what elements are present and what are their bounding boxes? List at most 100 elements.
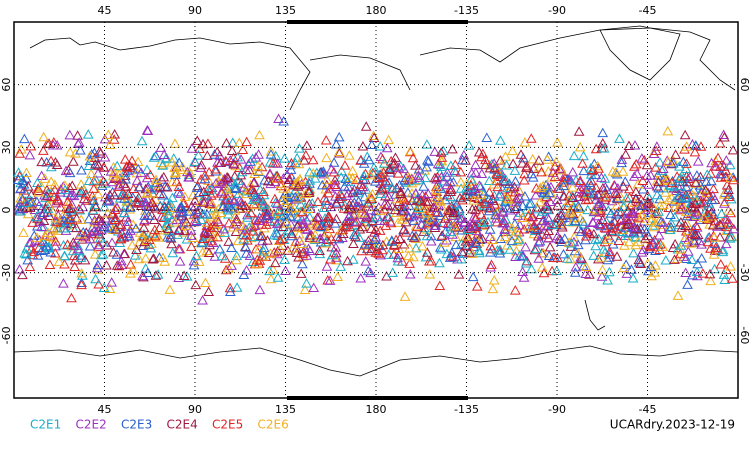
observation-marker <box>552 212 563 223</box>
observation-marker <box>136 135 148 146</box>
observation-marker <box>118 207 130 217</box>
observation-marker <box>40 192 51 203</box>
observation-marker <box>20 188 32 198</box>
observation-marker <box>185 230 197 240</box>
observation-marker <box>429 172 441 183</box>
observation-marker <box>271 218 283 229</box>
observation-marker <box>66 180 78 190</box>
observation-marker <box>101 240 113 250</box>
observation-marker <box>98 161 110 172</box>
observation-marker <box>221 171 233 182</box>
observation-marker <box>203 247 215 257</box>
observation-marker <box>200 277 211 287</box>
observation-marker <box>36 170 47 181</box>
observation-marker <box>570 261 582 272</box>
observation-marker <box>367 167 379 178</box>
observation-marker <box>544 241 556 252</box>
observation-marker <box>488 158 500 168</box>
observation-marker <box>116 255 127 266</box>
observation-marker <box>228 219 240 229</box>
observation-marker <box>469 183 481 193</box>
observation-marker <box>253 165 264 176</box>
observation-marker <box>387 267 399 277</box>
observation-marker <box>568 236 580 247</box>
observation-marker <box>703 198 715 208</box>
observation-marker <box>474 247 485 258</box>
observation-marker <box>59 180 71 190</box>
observation-marker <box>92 259 104 270</box>
observation-marker <box>616 157 627 168</box>
observation-marker <box>15 193 26 203</box>
observation-marker <box>271 227 283 238</box>
lon-tick-label: 90 <box>188 4 202 17</box>
observation-marker <box>221 137 232 148</box>
observation-marker <box>467 271 479 282</box>
observation-marker <box>456 253 467 264</box>
observation-marker <box>109 128 121 139</box>
observation-marker <box>320 236 332 247</box>
observation-marker <box>124 160 136 171</box>
observation-marker <box>111 202 123 212</box>
observation-marker <box>590 240 601 251</box>
observation-marker <box>119 154 131 164</box>
observation-marker <box>80 188 92 199</box>
observation-marker <box>230 254 242 265</box>
observation-marker <box>159 181 171 191</box>
observation-marker <box>543 225 555 235</box>
observation-marker <box>662 125 674 136</box>
observation-marker <box>15 177 26 188</box>
observation-marker <box>617 166 629 176</box>
observation-marker <box>700 184 712 195</box>
observation-marker <box>502 191 513 201</box>
observation-marker <box>335 261 347 271</box>
observation-marker <box>374 140 386 151</box>
observation-marker <box>256 230 268 241</box>
observation-marker <box>272 158 284 168</box>
observation-marker <box>268 229 280 240</box>
observation-marker <box>589 206 600 216</box>
observation-marker <box>499 231 511 242</box>
observation-marker <box>291 211 303 222</box>
observation-marker <box>410 160 421 170</box>
observation-marker <box>425 235 437 246</box>
observation-marker <box>181 166 193 177</box>
observation-marker <box>58 239 69 250</box>
legend-entry: C2E1 <box>30 418 61 432</box>
observation-marker <box>364 191 376 202</box>
observation-marker <box>233 188 245 198</box>
observation-marker <box>75 250 87 260</box>
observation-marker <box>421 161 432 172</box>
observation-marker <box>249 192 261 203</box>
observation-marker <box>575 226 587 236</box>
observation-marker <box>107 176 118 187</box>
observation-marker <box>186 161 198 172</box>
observation-marker <box>530 189 542 200</box>
observation-marker <box>567 190 578 200</box>
observation-marker <box>51 222 63 233</box>
observation-marker <box>264 265 275 276</box>
observation-marker <box>675 216 687 227</box>
observation-marker <box>301 215 313 225</box>
observation-marker <box>109 214 120 225</box>
observation-marker <box>696 252 708 263</box>
observation-marker <box>726 231 737 242</box>
observation-marker <box>447 207 459 218</box>
observation-marker <box>301 224 313 234</box>
observation-marker <box>254 129 265 140</box>
observation-marker <box>651 189 663 200</box>
observation-marker <box>487 283 499 294</box>
observation-marker <box>728 174 739 185</box>
observation-marker <box>708 183 719 194</box>
observation-marker <box>138 196 149 206</box>
observation-marker <box>202 183 214 193</box>
observation-marker <box>593 198 605 209</box>
observation-marker <box>416 219 427 229</box>
observation-marker <box>36 221 47 231</box>
observation-marker <box>202 138 214 148</box>
observation-marker <box>417 240 428 251</box>
lat-tick-label: 30 <box>738 140 750 154</box>
observation-marker <box>109 204 121 215</box>
observation-marker <box>680 220 691 230</box>
observation-marker <box>250 199 261 210</box>
observation-marker <box>22 181 34 191</box>
